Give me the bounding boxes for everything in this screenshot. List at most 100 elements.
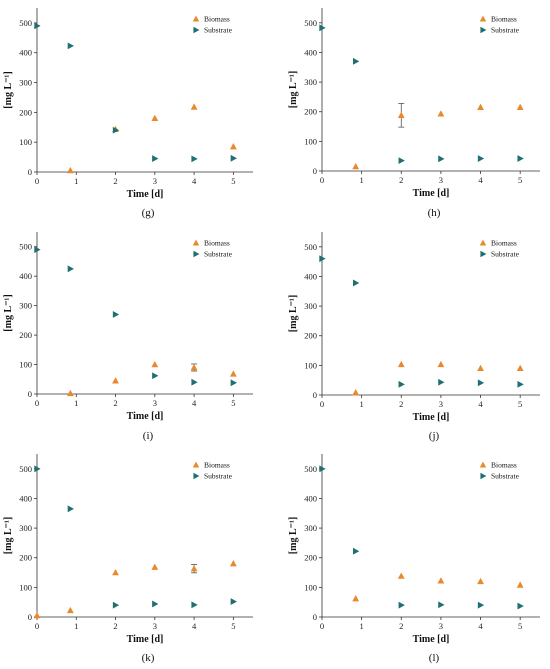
y-axis-label: [mg L⁻¹] xyxy=(3,517,14,554)
y-tick-label: 200 xyxy=(304,331,317,341)
y-tick-label: 300 xyxy=(19,78,32,88)
substrate-point xyxy=(191,155,198,163)
biomass-point xyxy=(151,114,159,122)
y-tick-label: 500 xyxy=(304,18,317,28)
x-tick-label: 2 xyxy=(399,175,403,185)
y-tick-label: 400 xyxy=(19,271,32,281)
substrate-point xyxy=(230,379,237,387)
panel-g: 0 1 2 3 4 5 0 100 200 300 400 500 Time [d] [mg L⁻¹] (g… xyxy=(3,8,253,219)
biomass-point xyxy=(190,103,198,110)
substrate-point xyxy=(319,465,326,473)
y-tick-label: 100 xyxy=(19,360,32,370)
substrate-point xyxy=(319,24,326,32)
y-tick-label: 100 xyxy=(304,360,317,370)
x-tick-label: 5 xyxy=(231,176,235,186)
substrate-point xyxy=(477,155,485,162)
x-axis-label: Time [d] xyxy=(127,411,164,422)
legend-marker-biomass xyxy=(479,461,487,468)
x-tick-label: 4 xyxy=(192,398,197,408)
y-tick-label: 0 xyxy=(313,612,317,622)
substrate-point xyxy=(517,602,524,610)
y-tick-label: 100 xyxy=(19,582,32,592)
biomass-point xyxy=(477,103,484,110)
x-tick-label: 5 xyxy=(231,398,235,408)
biomass-point xyxy=(477,577,484,585)
substrate-point xyxy=(34,246,41,254)
legend-label-substrate: Substrate xyxy=(491,250,520,259)
biomass-point xyxy=(352,162,360,170)
biomass-point xyxy=(112,377,119,384)
x-tick-label: 0 xyxy=(35,621,39,631)
substrate-point xyxy=(112,126,120,134)
biomass-point xyxy=(66,389,74,397)
x-tick-label: 1 xyxy=(360,175,364,185)
substrate-point xyxy=(352,547,360,555)
y-tick-label: 400 xyxy=(19,493,32,503)
x-tick-label: 5 xyxy=(518,399,522,409)
biomass-point xyxy=(516,103,524,110)
x-tick-label: 2 xyxy=(113,398,117,408)
biomass-point xyxy=(151,563,159,570)
legend-marker-substrate xyxy=(480,26,487,34)
y-tick-label: 300 xyxy=(304,523,317,533)
biomass-point xyxy=(190,565,198,572)
biomass-point xyxy=(437,577,445,584)
substrate-point xyxy=(319,255,326,263)
y-axis-label: [mg L⁻¹] xyxy=(3,71,14,108)
x-tick-label: 2 xyxy=(113,621,117,631)
y-tick-label: 400 xyxy=(19,48,32,58)
legend-label-substrate: Substrate xyxy=(204,250,233,259)
y-tick-label: 0 xyxy=(313,166,317,176)
x-tick-label: 3 xyxy=(153,621,157,631)
panel-label: (k) xyxy=(142,652,155,664)
substrate-point xyxy=(230,598,237,606)
y-tick-label: 300 xyxy=(304,301,317,311)
substrate-point xyxy=(438,378,445,386)
legend-label-substrate: Substrate xyxy=(204,26,233,35)
panel-i: 0 1 2 3 4 5 0 100 200 300 400 500 Time [d] [mg L⁻¹] (i… xyxy=(3,232,253,442)
y-tick-label: 200 xyxy=(19,107,32,117)
biomass-point xyxy=(229,370,237,377)
substrate-point xyxy=(34,22,41,30)
substrate-point xyxy=(438,155,445,163)
panel-l: 0 1 2 3 4 5 0 100 200 300 400 500 Time [d] [mg L⁻¹] (l… xyxy=(288,454,540,664)
legend-marker-substrate xyxy=(193,472,200,480)
legend-marker-biomass xyxy=(479,15,487,22)
x-axis-label: Time [d] xyxy=(127,634,164,645)
legend-label-biomass: Biomass xyxy=(204,239,230,248)
substrate-point xyxy=(438,601,445,609)
legend-marker-biomass xyxy=(192,239,200,246)
y-tick-label: 100 xyxy=(304,582,317,592)
substrate-point xyxy=(152,372,159,380)
biomass-point xyxy=(516,581,524,588)
biomass-point xyxy=(151,360,159,368)
substrate-point xyxy=(398,157,405,165)
y-tick-label: 0 xyxy=(28,167,32,177)
legend-marker-biomass xyxy=(192,15,200,22)
biomass-point xyxy=(352,595,360,602)
x-tick-label: 4 xyxy=(478,399,483,409)
x-tick-label: 5 xyxy=(518,175,522,185)
legend-marker-substrate xyxy=(193,250,200,258)
x-tick-label: 2 xyxy=(399,621,403,631)
y-tick-label: 100 xyxy=(304,136,317,146)
x-axis-label: Time [d] xyxy=(413,634,450,645)
x-tick-label: 0 xyxy=(35,398,39,408)
substrate-point xyxy=(230,154,237,162)
biomass-point xyxy=(229,560,237,567)
substrate-point xyxy=(517,155,524,162)
panel-label: (g) xyxy=(142,207,155,219)
y-tick-label: 200 xyxy=(304,553,317,563)
substrate-point xyxy=(398,380,405,388)
substrate-point xyxy=(477,379,485,387)
x-tick-label: 1 xyxy=(74,398,78,408)
y-axis-label: [mg L⁻¹] xyxy=(288,517,299,554)
y-tick-label: 0 xyxy=(28,389,32,399)
x-tick-label: 4 xyxy=(192,176,197,186)
y-tick-label: 500 xyxy=(304,242,317,252)
legend-label-biomass: Biomass xyxy=(491,15,517,24)
y-tick-label: 400 xyxy=(304,271,317,281)
y-tick-label: 0 xyxy=(28,612,32,622)
x-axis-label: Time [d] xyxy=(413,412,450,423)
x-tick-label: 4 xyxy=(478,175,483,185)
